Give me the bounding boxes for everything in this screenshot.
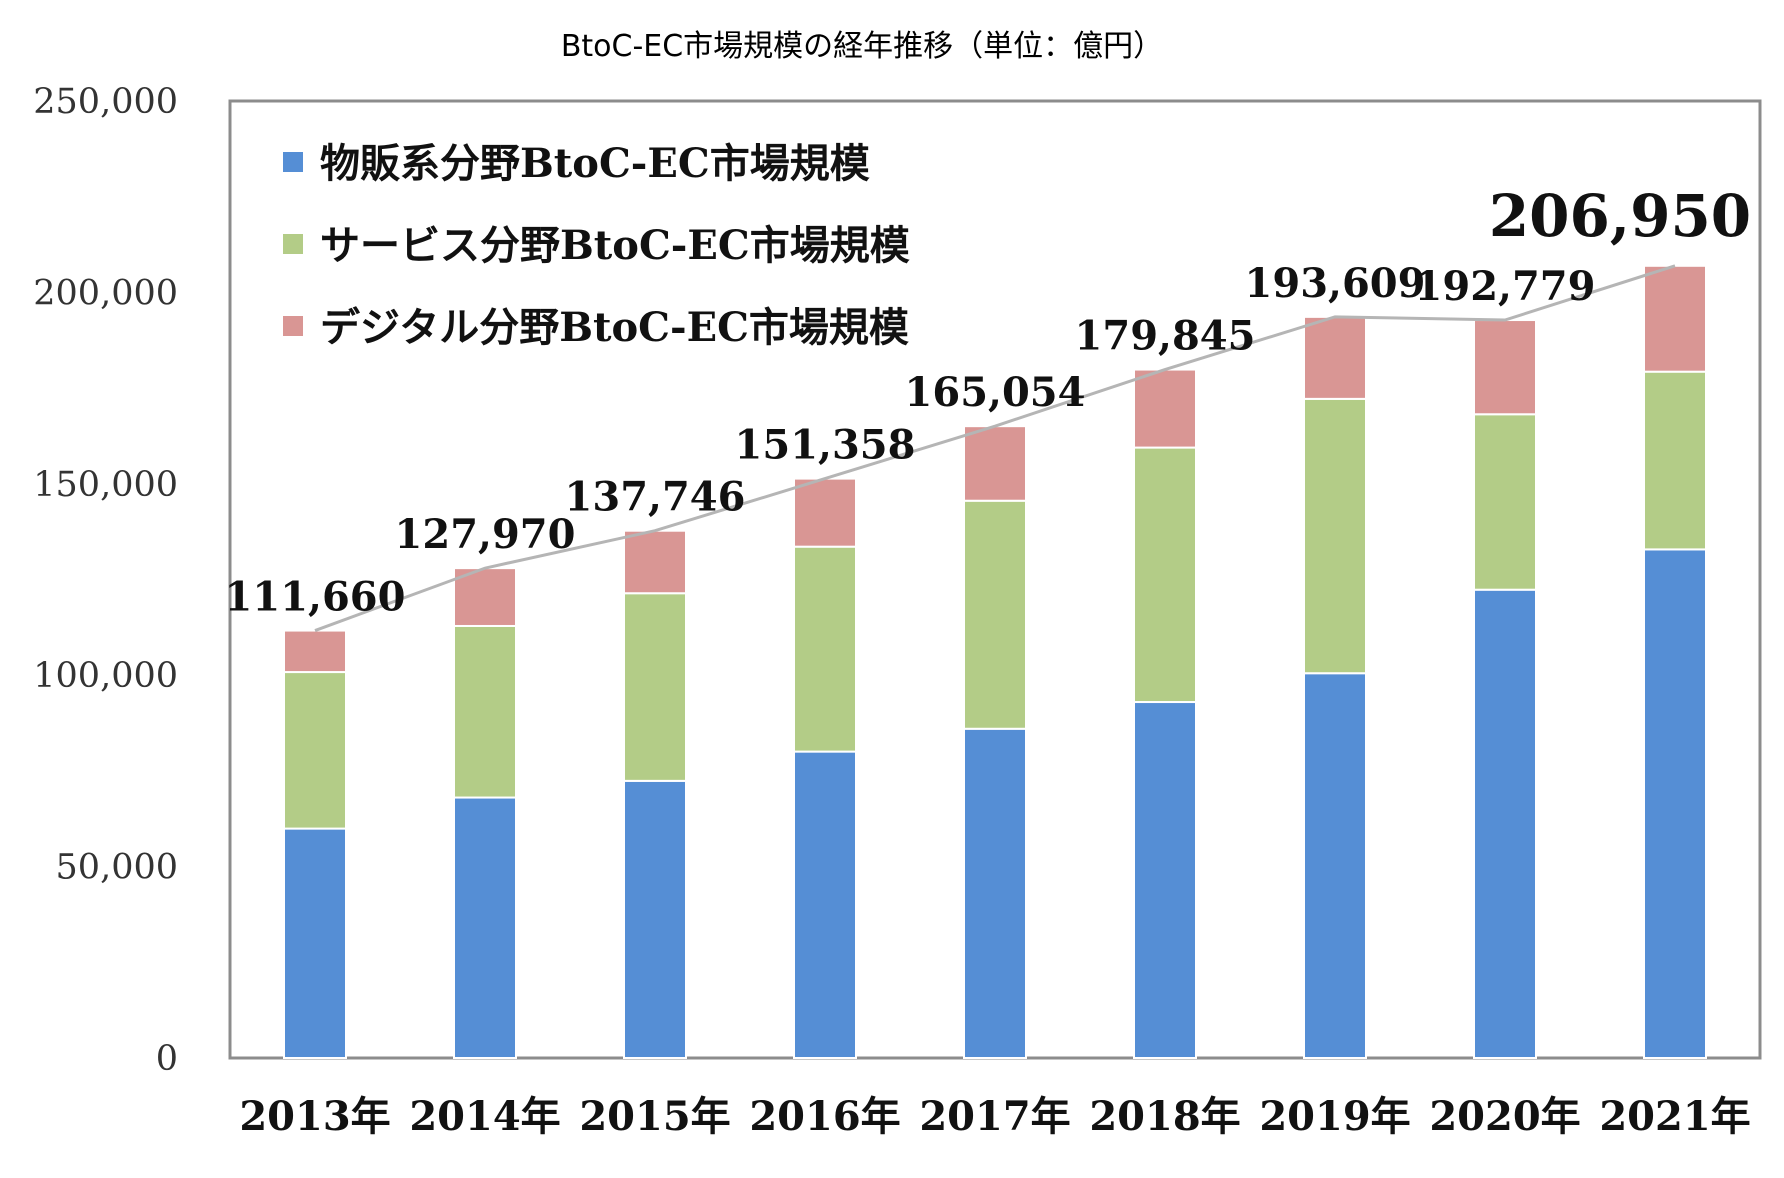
bar-segment-1 — [1133, 701, 1197, 1059]
bar-segment-1 — [1303, 672, 1367, 1059]
legend: 物販系分野BtoC-EC市場規模サービス分野BtoC-EC市場規模デジタル分野B… — [283, 140, 910, 351]
y-axis: 0 50,000 100,000 150,000 200,000 250,000 — [33, 82, 178, 1079]
bar-segment-3 — [1303, 315, 1367, 400]
total-line — [314, 264, 1676, 632]
x-tick-label: 2020年 — [1429, 1093, 1580, 1140]
legend-label: 物販系分野BtoC-EC市場規模 — [320, 140, 870, 187]
x-tick-label: 2015年 — [579, 1093, 730, 1140]
bar-segment-1 — [1643, 548, 1707, 1059]
legend-swatch — [283, 152, 303, 172]
x-tick-label: 2018年 — [1089, 1093, 1240, 1140]
bar-segment-3 — [283, 629, 347, 674]
x-tick-label: 2017年 — [919, 1093, 1070, 1140]
bar-segment-3 — [963, 425, 1027, 502]
x-tick-label: 2019年 — [1259, 1093, 1410, 1140]
bar-segment-1 — [793, 750, 857, 1059]
bar-segment-2 — [963, 499, 1027, 730]
bar-segment-2 — [1303, 397, 1367, 675]
bar-segment-2 — [623, 592, 687, 782]
bar-segment-1 — [453, 796, 517, 1059]
legend-swatch — [283, 234, 303, 254]
bar-segment-3 — [623, 529, 687, 595]
bar-segment-2 — [453, 624, 517, 799]
bar-segment-3 — [1473, 319, 1537, 416]
legend-label: デジタル分野BtoC-EC市場規模 — [320, 304, 909, 351]
x-tick-label: 2013年 — [239, 1093, 390, 1140]
total-line-path — [314, 264, 1676, 632]
bar-segment-3 — [1133, 368, 1197, 449]
y-tick-label: 250,000 — [33, 82, 178, 122]
total-label: 206,950 — [1489, 182, 1751, 250]
bar-segment-1 — [623, 779, 687, 1060]
y-tick-label: 150,000 — [33, 465, 178, 505]
y-tick-label: 50,000 — [56, 848, 178, 888]
bar-segment-3 — [793, 477, 857, 548]
bar-segment-2 — [1133, 446, 1197, 704]
total-label: 192,779 — [1415, 263, 1596, 310]
y-tick-label: 200,000 — [33, 273, 178, 313]
chart-title: BtoC-EC市場規模の経年推移（単位：億円） — [561, 29, 1163, 64]
bar-segment-2 — [1473, 413, 1537, 591]
x-tick-label: 2014年 — [409, 1093, 560, 1140]
bar-segment-3 — [1643, 264, 1707, 373]
y-tick-label: 100,000 — [33, 656, 178, 696]
y-tick-label: 0 — [156, 1039, 178, 1079]
x-axis: 2013年 2014年 2015年 2016年 2017年 2018年 2019年 2020年… — [239, 1093, 1750, 1140]
legend-swatch — [283, 316, 303, 336]
total-label: 179,845 — [1075, 313, 1256, 360]
total-label: 111,660 — [225, 574, 406, 621]
bar-segment-3 — [453, 567, 517, 627]
bar-segment-1 — [963, 727, 1027, 1059]
bar-segment-2 — [283, 671, 347, 830]
bar-segment-2 — [1643, 370, 1707, 551]
total-label: 127,970 — [395, 511, 576, 558]
bar-segment-1 — [283, 827, 347, 1059]
total-label: 137,746 — [565, 474, 746, 521]
total-label: 193,609 — [1245, 260, 1426, 307]
x-tick-label: 2021年 — [1599, 1093, 1750, 1140]
bar-segment-1 — [1473, 588, 1537, 1059]
x-tick-label: 2016年 — [749, 1093, 900, 1140]
bars — [283, 264, 1707, 1060]
total-label: 165,054 — [905, 369, 1086, 416]
bar-segment-2 — [793, 545, 857, 753]
legend-label: サービス分野BtoC-EC市場規模 — [320, 222, 910, 269]
total-label: 151,358 — [735, 422, 916, 469]
